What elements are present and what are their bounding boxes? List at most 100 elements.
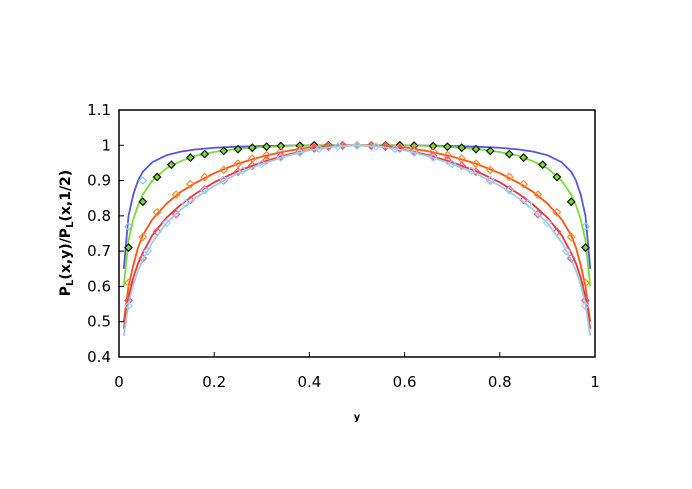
x-tick-label: 1 — [590, 373, 600, 391]
data-point-diamond — [542, 218, 552, 228]
data-point-diamond — [457, 161, 467, 171]
plot-area-frame — [118, 109, 596, 358]
data-point-diamond — [457, 143, 467, 153]
data-point-diamond — [447, 159, 457, 169]
y-tick-label: 0.6 — [87, 277, 111, 295]
y-tick-label: 1 — [101, 136, 111, 154]
x-tick-label: 0 — [114, 373, 124, 391]
y-tick-label: 1.1 — [87, 101, 111, 119]
data-point-diamond — [485, 146, 495, 156]
data-point-diamond — [519, 179, 529, 189]
y-tick-label: 0.7 — [87, 242, 111, 260]
x-tick-label: 0.2 — [202, 373, 226, 391]
x-tick-label: 0.8 — [488, 373, 512, 391]
data-point-diamond — [185, 179, 195, 189]
y-tick-label: 0.8 — [87, 207, 111, 225]
data-point-diamond — [233, 144, 243, 154]
data-point-diamond — [538, 160, 548, 170]
data-point-diamond — [504, 172, 514, 182]
data-point-diamond — [219, 175, 229, 185]
data-point-diamond — [566, 232, 576, 242]
data-point-diamond — [371, 141, 381, 151]
data-point-diamond — [124, 278, 133, 288]
data-point-diamond — [471, 144, 481, 154]
data-point-diamond — [395, 142, 405, 152]
data-point-diamond — [471, 167, 481, 177]
data-point-diamond — [124, 301, 133, 311]
data-point-diamond — [523, 199, 533, 208]
data-point-diamond — [552, 172, 562, 182]
data-point-diamond — [138, 197, 148, 207]
data-point-diamond — [138, 176, 148, 186]
data-point-diamond — [262, 142, 272, 152]
data-point-diamond — [504, 186, 514, 195]
data-point-diamond — [442, 142, 452, 152]
data-point-diamond — [581, 221, 590, 231]
data-point-diamond — [561, 246, 571, 256]
data-point-diamond — [276, 153, 286, 163]
series-line-0 — [122, 144, 592, 269]
data-point-diamond — [566, 197, 576, 207]
series-line-2 — [122, 144, 592, 287]
data-point-diamond — [519, 153, 529, 163]
data-point-diamond — [485, 165, 495, 175]
data-point-diamond — [162, 218, 172, 228]
data-point-diamond — [181, 199, 191, 208]
data-point-diamond — [442, 150, 452, 160]
data-point-diamond — [533, 190, 543, 200]
data-point-diamond — [504, 149, 514, 159]
data-point-diamond — [247, 143, 257, 153]
data-point-diamond — [200, 186, 210, 195]
data-point-diamond — [219, 146, 229, 156]
data-point-diamond — [166, 160, 176, 170]
data-point-diamond — [428, 151, 438, 161]
series-line-8 — [122, 144, 592, 336]
x-tick-label: 0.6 — [393, 373, 417, 391]
series-line-6 — [122, 144, 592, 329]
series-line-4 — [122, 144, 592, 322]
data-point-diamond — [262, 155, 272, 165]
data-point-diamond — [200, 149, 210, 159]
x-tick-label: 0.4 — [297, 373, 321, 391]
data-point-diamond — [262, 150, 272, 160]
data-point-diamond — [276, 151, 286, 161]
data-point-diamond — [581, 301, 590, 311]
data-point-diamond — [485, 175, 495, 185]
data-point-diamond — [314, 144, 324, 154]
data-point-diamond — [200, 172, 210, 182]
data-point-diamond — [333, 141, 343, 151]
data-point-diamond — [295, 146, 305, 156]
data-point-diamond — [185, 153, 195, 163]
data-point-diamond — [233, 159, 243, 169]
data-point-diamond — [581, 278, 590, 288]
data-point-diamond — [352, 140, 362, 150]
data-point-diamond — [219, 165, 229, 175]
data-point-diamond — [257, 159, 267, 169]
data-point-diamond — [390, 144, 400, 154]
data-point-diamond — [152, 172, 162, 182]
data-point-diamond — [185, 195, 195, 205]
x-axis-title: y — [354, 412, 361, 423]
data-point-diamond — [143, 246, 153, 256]
y-axis-ticks: 0.4 0.5 0.6 0.7 0.8 0.9 1 1.1 — [87, 101, 124, 366]
data-point-diamond — [309, 142, 319, 152]
data-point-diamond — [238, 166, 248, 176]
data-point-diamond — [428, 147, 438, 157]
data-point-diamond — [428, 153, 438, 163]
data-point-diamond — [323, 142, 333, 152]
data-point-diamond — [409, 148, 419, 158]
data-point-diamond — [442, 155, 452, 165]
data-point-diamond — [124, 243, 133, 253]
data-point-diamond — [519, 195, 529, 205]
data-point-diamond — [124, 221, 133, 231]
data-point-diamond — [247, 161, 257, 171]
data-point-diamond — [295, 148, 305, 158]
data-point-diamond — [381, 142, 391, 152]
x-axis-ticks: 0 0.2 0.4 0.6 0.8 1 — [114, 352, 600, 391]
y-tick-label: 0.5 — [87, 313, 111, 331]
data-point-diamond — [152, 207, 162, 217]
y-tick-label: 0.9 — [87, 172, 111, 190]
data-point-diamond — [409, 146, 419, 156]
data-point-diamond — [428, 141, 438, 151]
